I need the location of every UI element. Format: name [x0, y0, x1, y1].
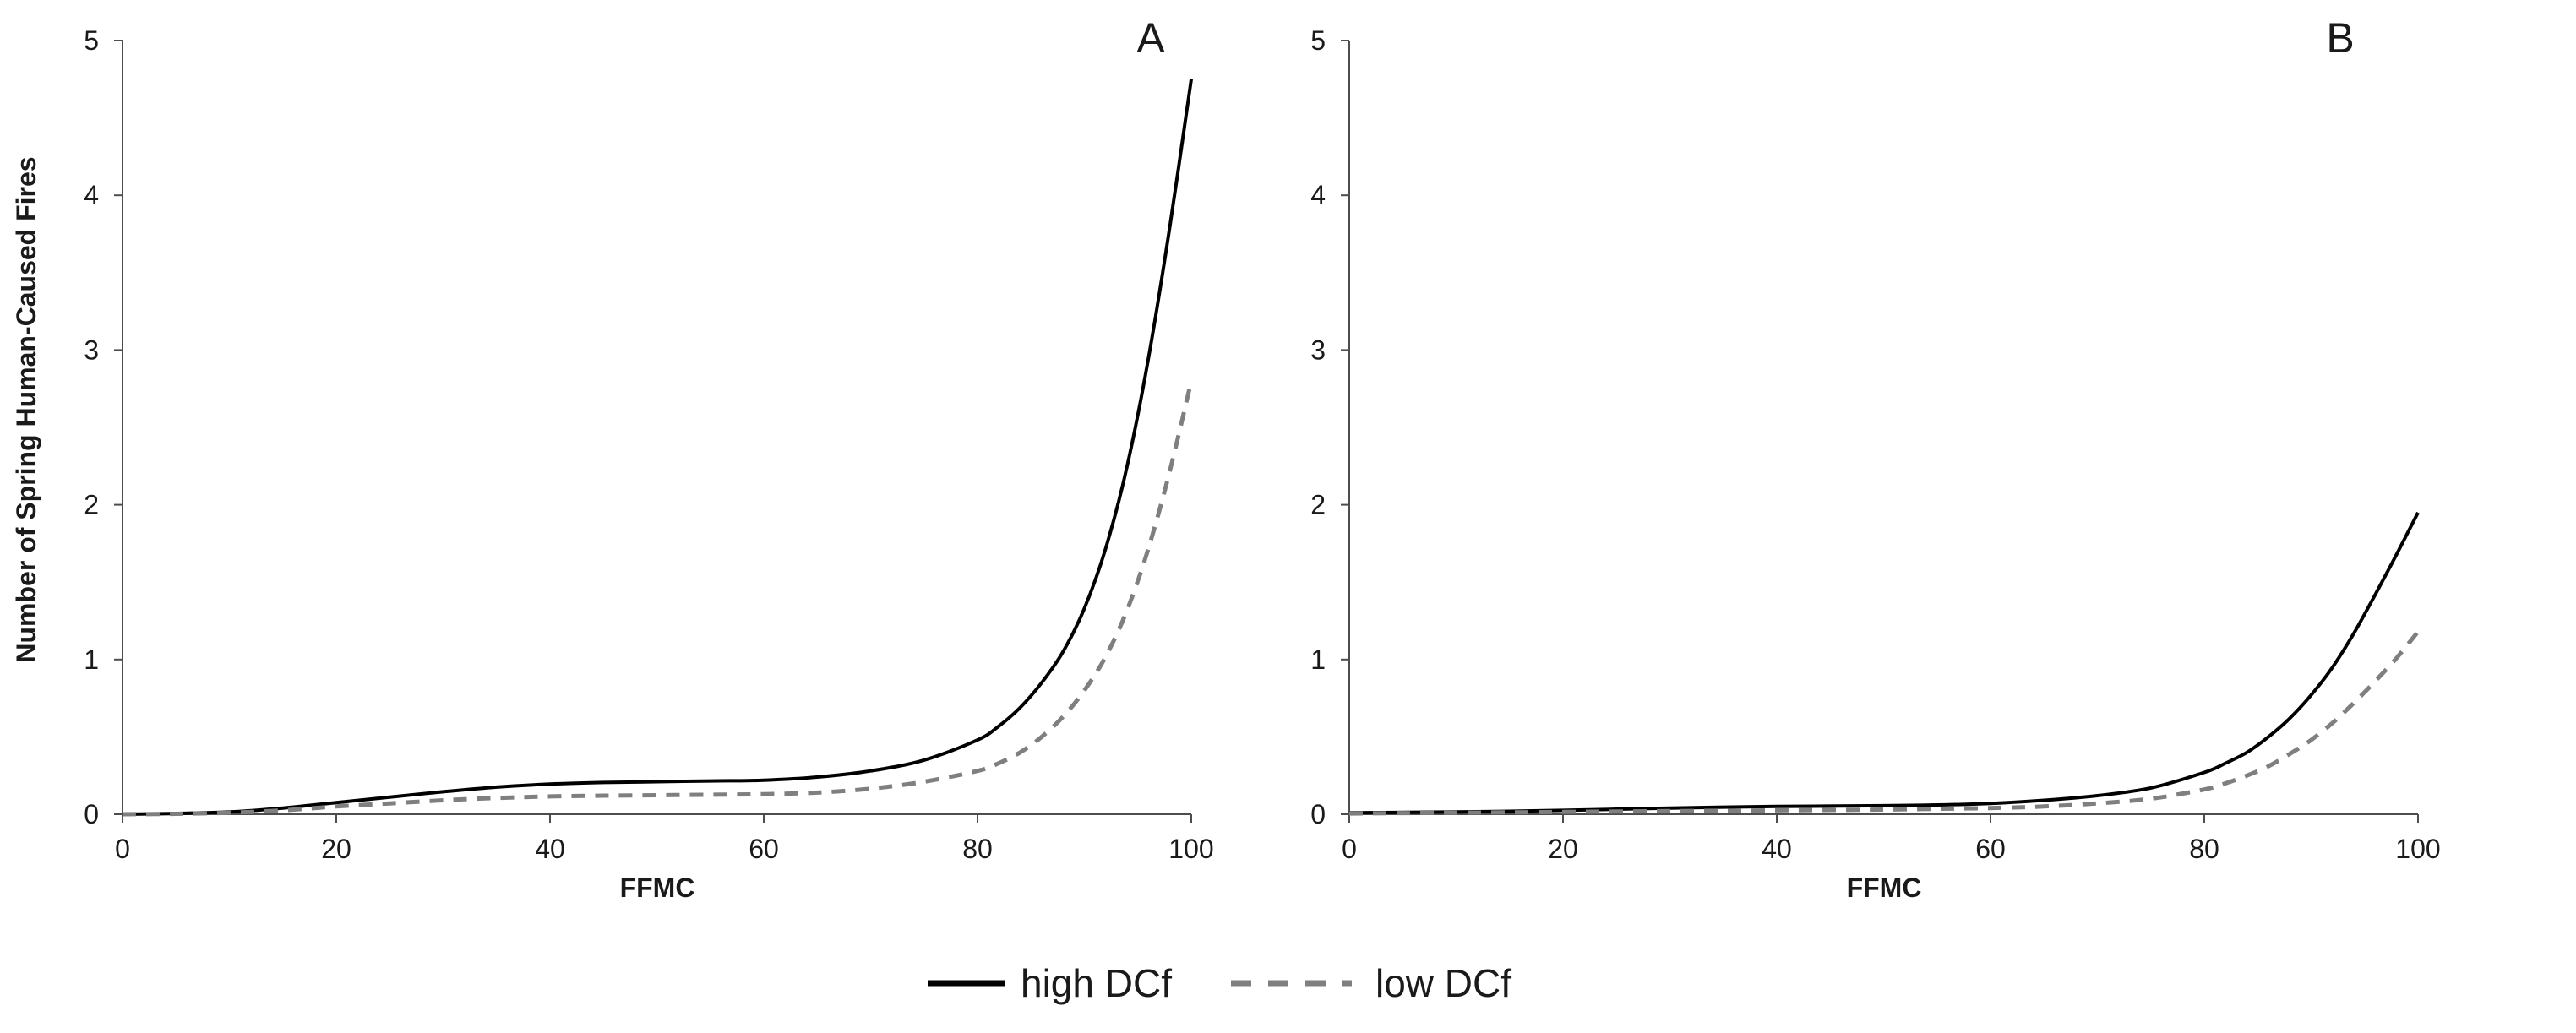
y-tick-label: 1: [1310, 644, 1326, 675]
chart-panel-b: 0 1 2 3 4 5 0 20 40 60 80 100 FFMC B: [1310, 14, 2440, 903]
x-tick-label: 80: [962, 834, 993, 864]
x-tick-label: 0: [1342, 834, 1357, 864]
chart-panel-a: 0 1 2 3 4 5 0 20 40 60 80 100 FFMC A: [84, 14, 1213, 903]
y-tick-label: 5: [1310, 25, 1326, 56]
y-tick-label: 5: [84, 25, 99, 56]
legend-label-low-dcf: low DCf: [1375, 961, 1511, 1005]
series-line-low-dcf: [1348, 630, 2420, 816]
y-tick-labels: 0 1 2 3 4 5: [1310, 25, 1349, 829]
x-tick-labels: 0 20 40 60 80 100: [1342, 814, 2441, 864]
y-tick-label: 4: [1310, 180, 1326, 210]
panel-label-b: B: [2326, 14, 2354, 62]
x-tick-label: 60: [749, 834, 779, 864]
series-lines: [1348, 511, 2420, 816]
series-line-high-dcf: [122, 79, 1193, 816]
legend-label-high-dcf: high DCf: [1021, 961, 1172, 1005]
y-tick-label: 1: [84, 644, 99, 675]
y-tick-label: 3: [84, 334, 99, 365]
y-tick-label: 2: [1310, 490, 1326, 520]
x-tick-label: 20: [1548, 834, 1578, 864]
x-tick-label: 0: [115, 834, 130, 864]
y-axis-title: Number of Spring Human-Caused Fires: [11, 156, 41, 662]
x-tick-label: 40: [535, 834, 565, 864]
y-tick-label: 2: [84, 490, 99, 520]
y-tick-label: 0: [84, 799, 99, 829]
x-tick-label: 100: [1168, 834, 1213, 864]
x-tick-label: 40: [1762, 834, 1792, 864]
x-axis-title: FFMC: [620, 873, 695, 903]
y-tick-label: 0: [1310, 799, 1326, 829]
legend: high DCf low DCf: [928, 961, 1511, 1005]
panel-label-a: A: [1136, 14, 1165, 62]
x-tick-labels: 0 20 40 60 80 100: [115, 814, 1214, 864]
y-tick-label: 4: [84, 180, 99, 210]
x-tick-label: 20: [321, 834, 351, 864]
x-tick-label: 100: [2395, 834, 2440, 864]
series-line-high-dcf: [1348, 511, 2420, 815]
series-line-low-dcf: [122, 380, 1194, 817]
series-lines: [122, 79, 1194, 817]
x-tick-label: 60: [1975, 834, 2006, 864]
y-tick-labels: 0 1 2 3 4 5: [84, 25, 123, 829]
x-tick-label: 80: [2189, 834, 2219, 864]
y-tick-label: 3: [1310, 334, 1326, 365]
x-axis-title: FFMC: [1847, 873, 1922, 903]
